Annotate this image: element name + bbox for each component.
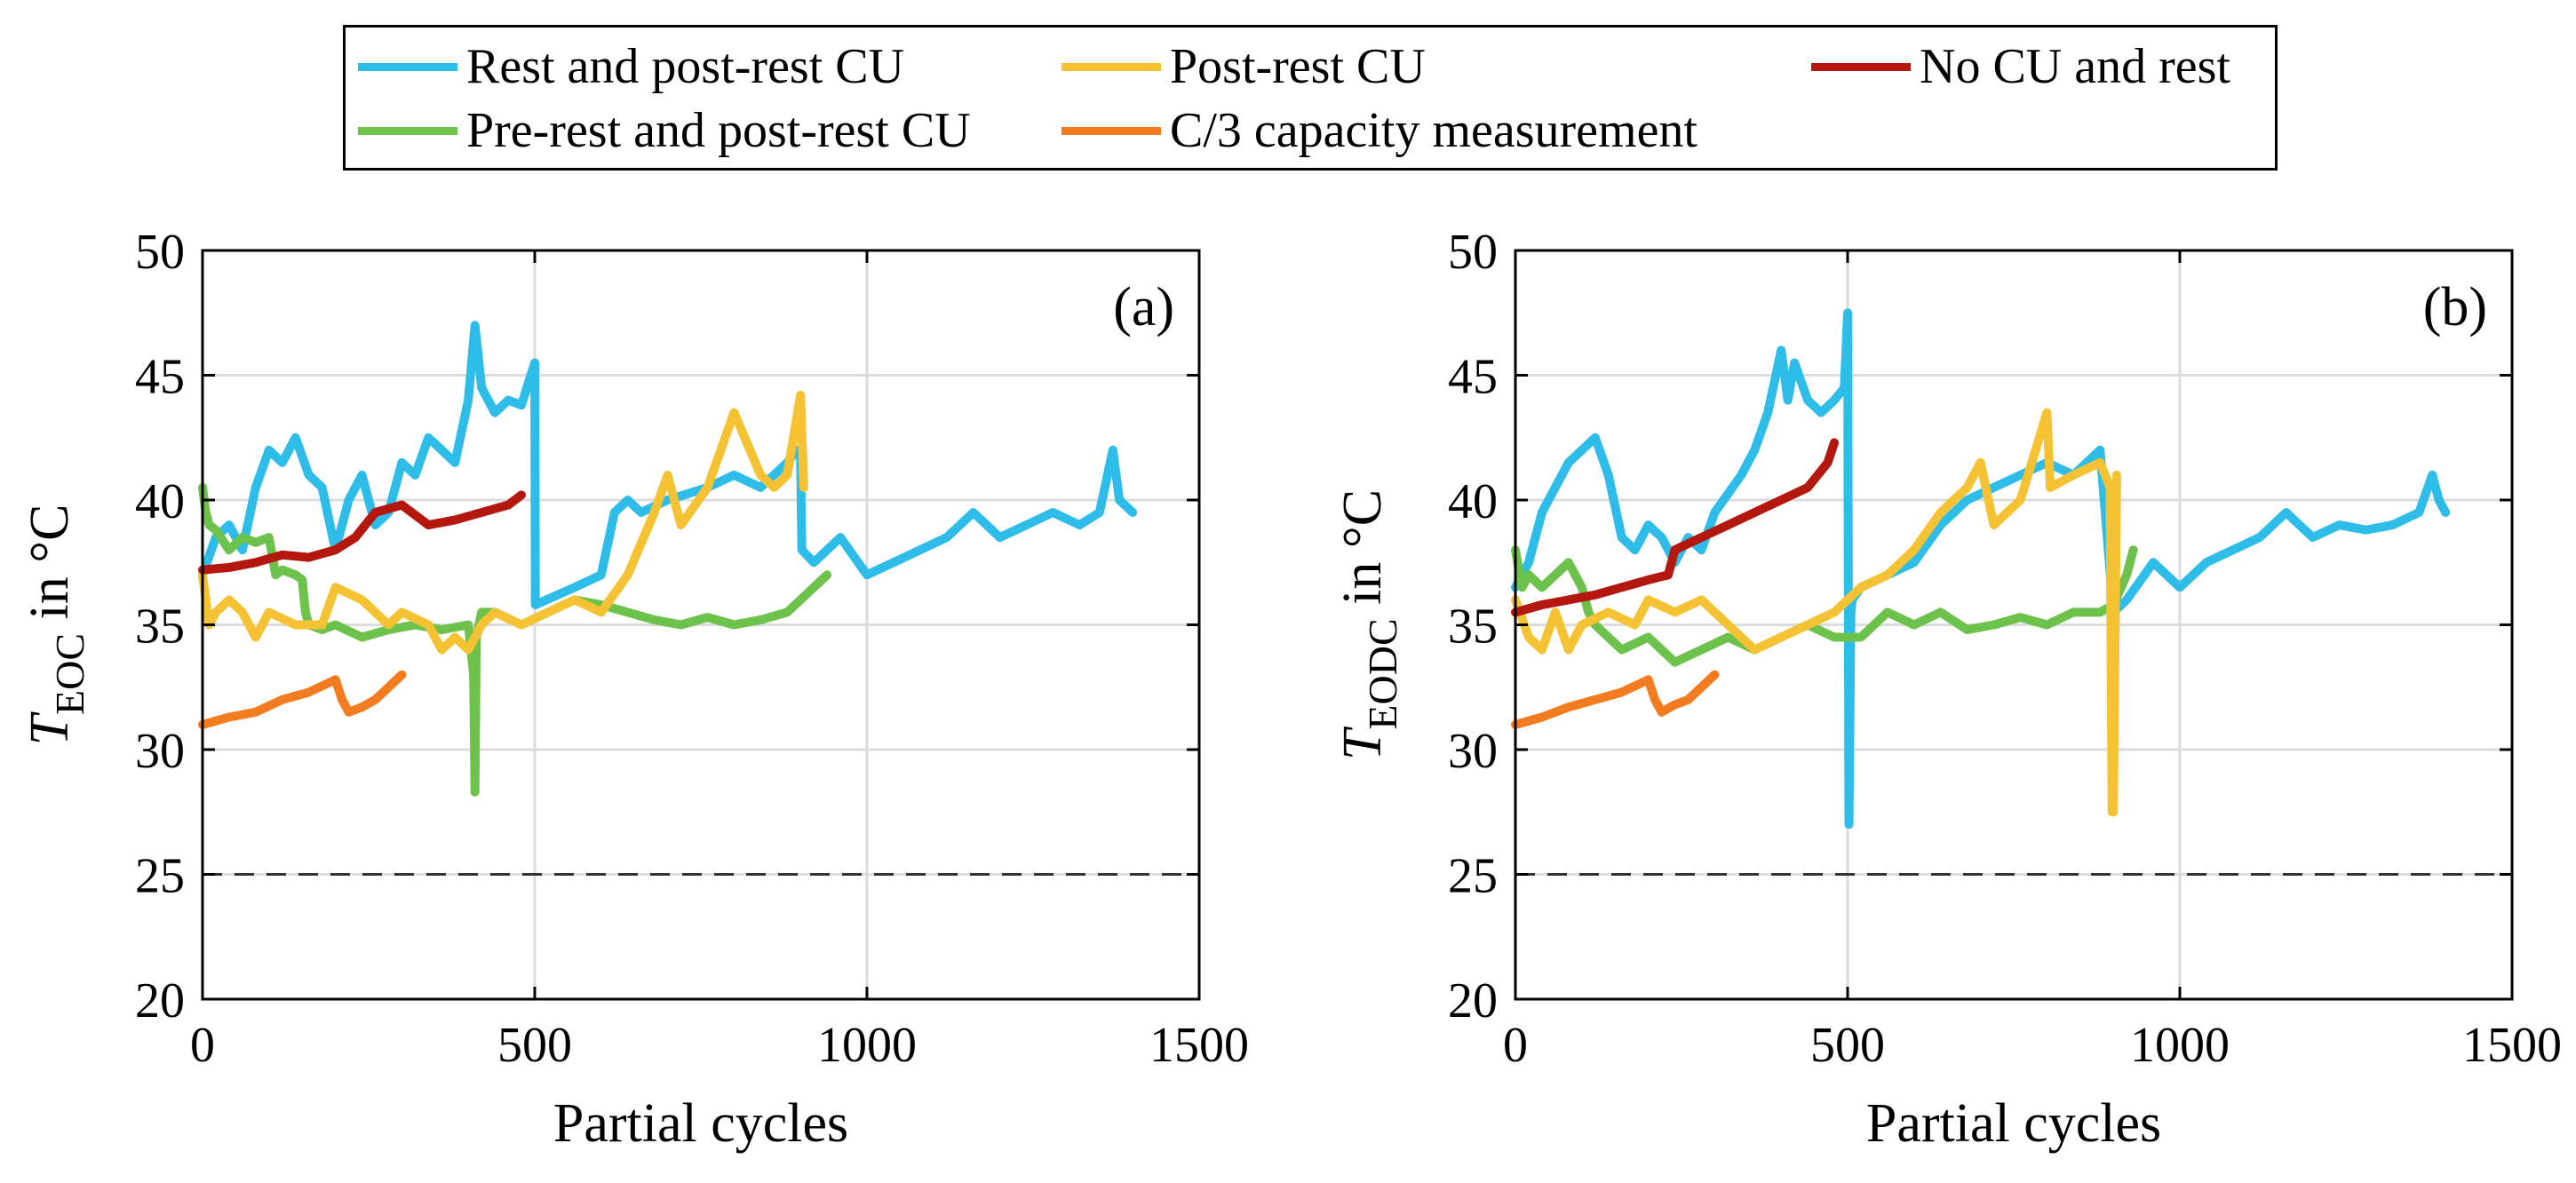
- legend: Rest and post-rest CU Post-rest CU No CU…: [343, 25, 2278, 171]
- legend-line-icon: [1061, 126, 1161, 135]
- y-tick-label: 35: [135, 599, 185, 655]
- y-axis-label-symbol: T: [1332, 726, 1393, 760]
- panel-label: (b): [2423, 277, 2487, 337]
- legend-label: No CU and rest: [1920, 39, 2230, 94]
- x-axis-label: Partial cycles: [1866, 1093, 2161, 1154]
- legend-item-no-cu-and-rest: No CU and rest: [1811, 40, 2230, 93]
- panel-label: (a): [1113, 277, 1174, 337]
- series-line-c-3-capacity-measurement: [1511, 670, 1720, 729]
- y-axis-label-symbol: T: [20, 711, 80, 745]
- x-tick-label: 500: [1810, 1018, 1885, 1073]
- y-tick-label: 20: [1448, 973, 1498, 1028]
- y-axis-label-subscript: EODC: [1360, 618, 1405, 729]
- y-tick-label: 25: [135, 849, 185, 904]
- y-tick-label: 30: [1448, 724, 1498, 779]
- y-axis-label-unit: in °C: [20, 504, 80, 633]
- series-line-rest-and-post-rest-cu: [198, 321, 1138, 609]
- x-tick-label: 1500: [1149, 1018, 1249, 1073]
- y-axis-label: TEOC in °C: [20, 504, 92, 746]
- legend-label: C/3 capacity measurement: [1170, 103, 1697, 158]
- x-tick-label: 1000: [2130, 1018, 2230, 1073]
- x-tick-label: 0: [1503, 1018, 1528, 1073]
- y-axis-label: TEODC in °C: [1332, 489, 1405, 760]
- legend-item-post-rest-cu: Post-rest CU: [1061, 40, 1426, 93]
- y-tick-label: 40: [135, 474, 185, 529]
- legend-label: Rest and post-rest CU: [466, 39, 905, 94]
- legend-item-rest-and-post-rest-cu: Rest and post-rest CU: [358, 40, 904, 93]
- y-axis-label-unit: in °C: [1332, 489, 1393, 618]
- legend-label: Post-rest CU: [1170, 39, 1426, 94]
- series-line-rest-and-post-rest-cu: [1511, 308, 2451, 830]
- chart-panel-b: 0 500 1000 1500 20 25 30 35 40 45 50 Partial cycles…: [1332, 225, 2562, 1154]
- series-line-post-rest-cu: [1511, 408, 2121, 817]
- y-tick-label: 40: [1448, 474, 1498, 529]
- series-line-c-3-capacity-measurement: [198, 670, 407, 729]
- y-tick-label: 45: [135, 350, 185, 405]
- y-tick-label: 50: [135, 225, 185, 280]
- series-line-no-cu-and-rest: [1511, 438, 1839, 617]
- legend-line-icon: [358, 126, 457, 135]
- legend-item-c3-capacity-measurement: C/3 capacity measurement: [1061, 104, 1697, 157]
- series-line-no-cu-and-rest: [198, 490, 526, 575]
- y-tick-label: 35: [1448, 599, 1498, 655]
- x-tick-label: 500: [497, 1018, 572, 1073]
- y-tick-label: 30: [135, 724, 185, 779]
- y-axis-label-subscript: EOC: [47, 633, 92, 715]
- legend-line-icon: [1061, 62, 1161, 71]
- y-tick-label: 20: [135, 973, 185, 1028]
- series-line-post-rest-cu: [198, 391, 808, 655]
- x-tick-label: 1500: [2462, 1018, 2562, 1073]
- legend-label: Pre-rest and post-rest CU: [466, 103, 971, 158]
- y-tick-label: 25: [1448, 849, 1498, 904]
- x-tick-label: 0: [190, 1018, 215, 1073]
- legend-line-icon: [358, 62, 457, 71]
- series-line-pre-rest-and-post-rest-cu: [198, 482, 832, 797]
- x-axis-label: Partial cycles: [553, 1093, 848, 1154]
- chart-panel-a: 0 500 1000 1500 20 25 30 35 40 45 50 Partial cycles…: [20, 225, 1249, 1154]
- legend-item-pre-rest-and-post-rest-cu: Pre-rest and post-rest CU: [358, 104, 971, 157]
- x-tick-label: 1000: [817, 1018, 917, 1073]
- legend-line-icon: [1811, 62, 1911, 71]
- y-tick-label: 50: [1448, 225, 1498, 280]
- y-tick-label: 45: [1448, 350, 1498, 405]
